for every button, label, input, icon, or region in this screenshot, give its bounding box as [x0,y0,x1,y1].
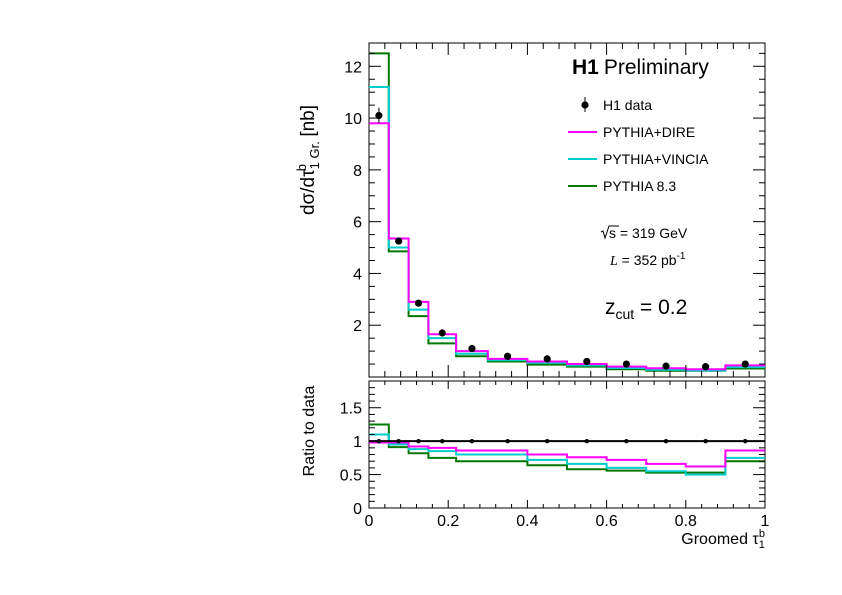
ratio-series-pythia-8-3 [369,423,765,474]
ratio-y-axis-label: Ratio to data [301,386,318,477]
data-point [375,111,383,120]
main-y-tick-label: 2 [353,318,362,335]
zcut-annotation: zcut = 0.2 [605,296,687,322]
ratio-series-pythia-dire [369,441,765,468]
main-y-tick-label: 8 [353,163,362,180]
legend-label-pythia: PYTHIA 8.3 [603,178,676,194]
ratio-data-point [545,438,550,444]
main-y-axis-label: dσ/dτ1 Gr.b [nb] [294,105,322,215]
legend-entry-h1-data: H1 data [581,97,652,113]
ratio-histograms [369,423,765,476]
ratio-data-points [369,438,765,444]
data-point [622,360,631,368]
legend-entry-dire: PYTHIA+DIRE [568,124,695,140]
legend-label-dire: PYTHIA+DIRE [603,124,695,140]
ratio-data-point [703,438,708,444]
legend-entry-vincia: PYTHIA+VINCIA [568,151,709,167]
main-y-tick-label: 6 [353,215,362,232]
legend-label-data: H1 data [603,97,652,113]
legend-marker-data [581,101,589,109]
x-tick-label: 1 [761,513,770,530]
main-y-tick-label: 12 [344,59,362,76]
ratio-data-point [584,438,589,444]
data-point [702,363,710,371]
legend-entry-pythia: PYTHIA 8.3 [568,178,676,194]
ratio-data-point [416,438,421,444]
data-point [414,299,423,307]
main-y-tick-label: 4 [353,266,362,283]
main-plot-frame [368,42,766,378]
ratio-data-point [396,438,401,444]
x-axis-label: Groomed τ1b [681,528,765,551]
main-histograms [369,52,765,372]
sqrt-sign-icon [600,225,619,240]
data-point [438,329,446,337]
data-point [468,344,476,353]
ratio-plot-frame [368,380,766,509]
main-y-tick-label: 10 [344,111,362,128]
x-tick-label: 0 [365,513,374,530]
chart-title: H1 Preliminary [572,56,709,79]
energy-annotation: s = 319 GeV [600,225,688,241]
legend: H1 data PYTHIA+DIRE PYTHIA+VINCIA PYTHIA… [568,97,709,194]
ratio-data-point [663,438,669,444]
x-tick-label: 0.8 [675,513,697,530]
ratio-data-point [440,438,445,444]
ratio-y-tick-label: 1.5 [340,401,362,418]
luminosity-annotation: L = 352 pb-1 [609,251,686,269]
data-point [583,357,591,366]
ratio-data-point [469,438,475,444]
svg-text:s = 319 GeV: s = 319 GeV [609,225,688,241]
data-point [504,352,512,360]
data-point [741,360,749,368]
ratio-data-point [624,438,629,444]
main-data-points [375,107,749,371]
data-point [543,355,551,363]
x-tick-label: 0.6 [595,513,617,530]
ratio-y-tick-label: 0.5 [340,468,362,485]
ratio-y-tick-label: 1 [353,434,362,451]
ratio-data-point [743,438,748,444]
ratio-data-point [505,438,510,444]
x-tick-label: 0.2 [437,513,459,530]
legend-label-vincia: PYTHIA+VINCIA [603,151,709,167]
x-tick-label: 0.4 [516,513,538,530]
ratio-y-tick-label: 0 [353,501,362,518]
axes-ticks: 2 4 6 8 10 12 0 0.5 1 1.5 0 0.2 0.4 0.6 0.8 1 [340,43,770,530]
data-point [395,237,403,245]
data-point [662,362,670,370]
ratio-series-pythia-vincia [369,433,765,476]
